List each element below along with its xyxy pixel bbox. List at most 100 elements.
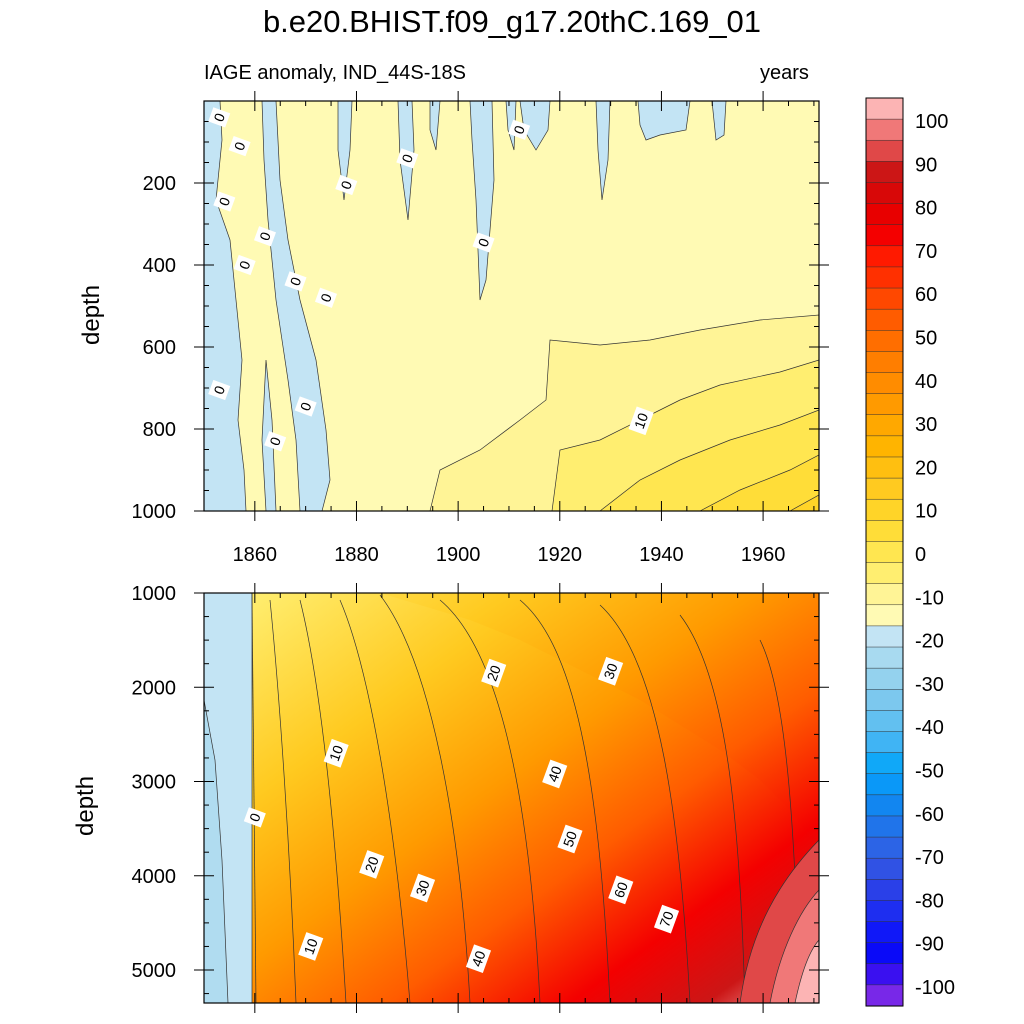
contour-label-bg [228,135,251,157]
colorbar-swatch [865,857,904,880]
colorbar-label: -100 [915,977,955,999]
colorbar-swatch [865,266,904,289]
contour-label-bg [243,807,266,828]
colorbar-swatch [865,562,904,585]
colorbar-swatch [865,372,904,395]
lower-contour-labels: 0 10 10 20 20 30 30 40 40 50 60 70 [243,656,680,974]
contour-label-bg [284,271,307,292]
contour-label: 0 [243,807,266,828]
contour-label: 0 [294,396,317,417]
colorbar-swatch [865,287,904,310]
contour-label-bg [653,904,680,934]
colorbar-swatch [865,520,904,542]
colorbar-label: 40 [915,371,937,393]
contour-label: 0 [396,148,419,169]
colorbar-swatch [865,541,904,564]
colorbar-swatch [865,583,904,606]
chart-subtitle-units: years [760,62,809,84]
colorbar-label: -40 [915,717,944,739]
y-tick-label: 1000 [132,501,177,523]
colorbar-label: 70 [915,241,937,263]
colorbar-label: 0 [915,544,926,566]
contour-label-text: 50 [560,829,580,849]
contour-label: 40 [465,944,492,974]
colorbar-label: 100 [915,111,948,133]
x-tick-label: 1920 [538,544,583,566]
colorbar-swatch [865,414,904,437]
contour-label-text: 60 [611,880,631,900]
contour-label-bg [314,287,338,308]
contour-label: 0 [314,287,338,308]
contour-label: 30 [598,656,624,686]
colorbar-swatch [865,879,904,901]
colorbar-swatch [865,182,904,205]
colorbar-swatch [865,921,904,944]
x-tick-label: 1940 [639,544,684,566]
x-tick-label: 1880 [334,544,379,566]
y-tick-label: 5000 [132,960,177,982]
x-tick-label: 1900 [436,544,481,566]
contour-label: 0 [264,431,287,452]
x-tick-label: 1960 [741,544,786,566]
colorbar-label: -80 [915,890,944,912]
colorbar-swatch [865,604,904,627]
contour-label: 0 [208,379,231,401]
contour-label-text: 70 [656,909,676,929]
colorbar-label: 90 [915,154,937,176]
contour-label-bg [465,944,492,974]
colorbar-swatch [865,836,904,859]
colorbar-swatch [865,815,904,838]
contour-label-bg [598,656,624,686]
y-tick-label: 200 [143,173,176,195]
y-tick-label: 600 [143,337,176,359]
contour-label-bg [409,873,436,903]
colorbar-swatch [865,752,904,775]
x-tick-labels: 1860 1880 1900 1920 1940 1960 [233,544,786,566]
y-tick-label: 4000 [132,866,177,888]
contour-label: 0 [508,119,531,140]
contour-label: 10 [628,406,654,436]
contour-label-bg [298,932,324,961]
colorbar-label: -30 [915,674,944,696]
contour-label-text: 20 [362,854,382,874]
colorbar-swatch [865,330,904,352]
y-tick-label: 1000 [132,583,177,605]
colorbar-labels: 1009080706050403020100-10-20-30-40-50-60… [915,111,955,999]
colorbar-label: 20 [915,457,937,479]
y-tick-label: 2000 [132,677,177,699]
contour-label-bg [628,406,654,436]
contour-label-bg [472,232,495,253]
contour-label: 0 [253,226,277,247]
colorbar-swatch [865,984,904,1007]
colorbar-swatch [865,667,904,690]
lower-y-ticks: 1000 2000 3000 4000 5000 [132,583,829,995]
contour-label: 30 [409,873,436,903]
contour-label: 20 [359,850,385,879]
colorbar-label: 30 [915,414,937,436]
contour-label-bg [557,824,583,854]
contour-label-text: 30 [600,661,620,681]
contour-label: 20 [481,658,507,688]
contour-label-text: 10 [301,936,321,956]
contour-label-bg [508,119,531,140]
colorbar-swatch [865,351,904,374]
contour-label-bg [481,658,507,688]
contour-label-text: 20 [484,663,504,683]
contour-label: 70 [653,904,680,934]
contour-label-bg [233,254,256,276]
colorbar-swatch [865,942,904,965]
contour-label: 0 [233,254,256,276]
chart-subtitle-variable: IAGE anomaly, IND_44S-18S [204,62,466,84]
colorbar-label: 60 [915,284,937,306]
x-tick-label: 1860 [233,544,278,566]
contour-label: 0 [208,107,231,128]
chart-title: b.e20.BHIST.f09_g17.20thC.169_01 [262,4,762,39]
colorbar-swatch [865,97,904,120]
contour-label: 0 [472,232,495,253]
colorbar-swatch [865,710,904,733]
lower-warm-field [252,593,819,1003]
colorbar-swatch [865,498,904,521]
y-tick-label: 3000 [132,772,177,794]
